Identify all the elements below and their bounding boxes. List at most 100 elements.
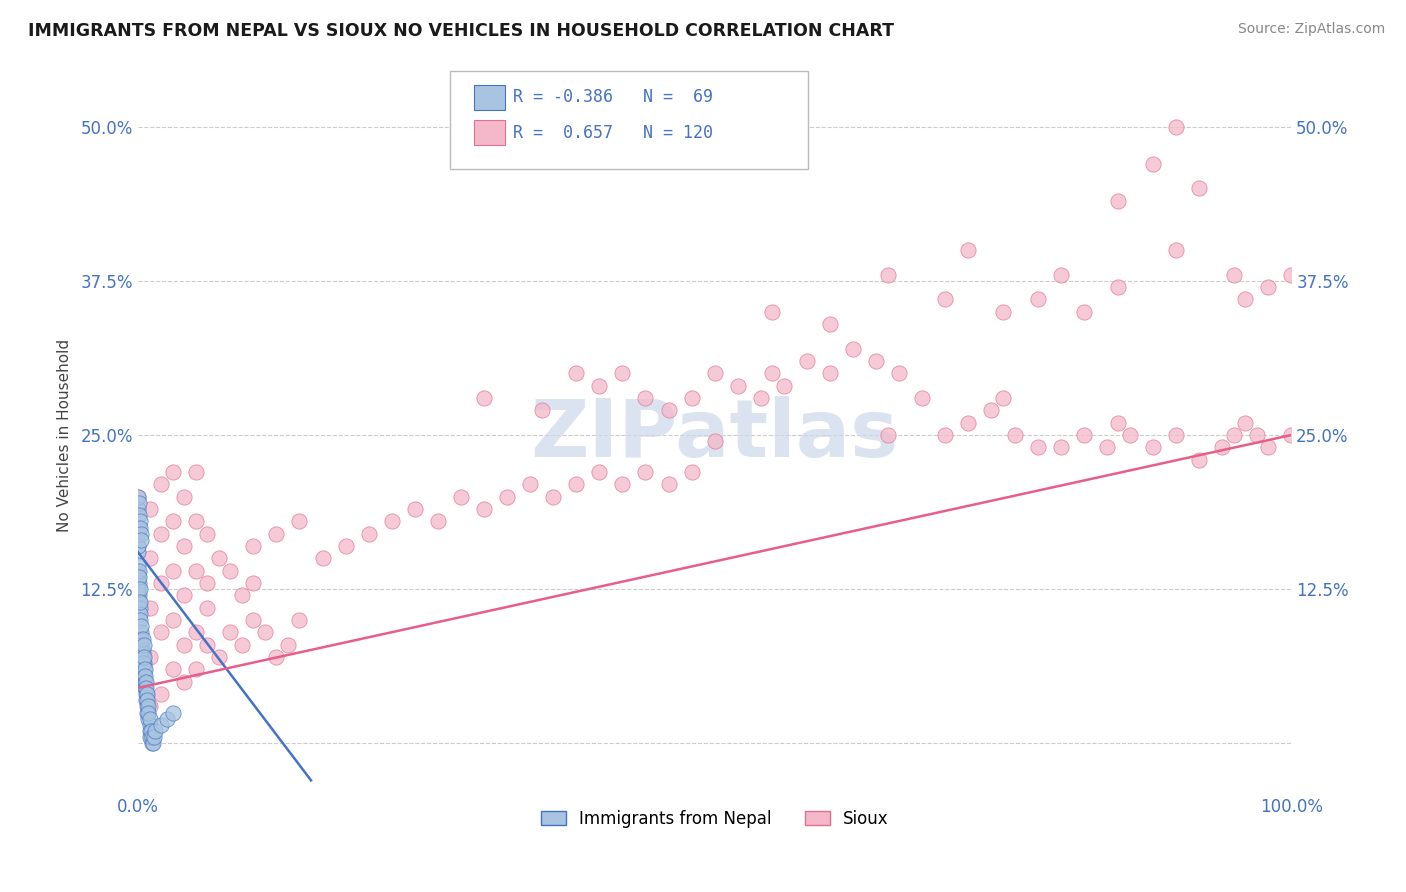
- Point: [681, 391, 703, 405]
- Point: [134, 662, 156, 676]
- Point: [134, 681, 156, 695]
- Point: [1107, 194, 1129, 208]
- Point: [127, 570, 149, 584]
- Point: [277, 638, 299, 652]
- Point: [129, 520, 152, 534]
- Point: [357, 526, 380, 541]
- Point: [288, 514, 311, 528]
- Point: [132, 656, 155, 670]
- Point: [426, 514, 449, 528]
- Point: [195, 526, 218, 541]
- Point: [519, 477, 541, 491]
- Point: [131, 632, 153, 646]
- Point: [127, 558, 149, 572]
- Point: [911, 391, 934, 405]
- Point: [541, 490, 564, 504]
- Point: [703, 367, 725, 381]
- Point: [134, 674, 156, 689]
- Point: [842, 342, 865, 356]
- Point: [127, 490, 149, 504]
- Point: [136, 687, 159, 701]
- Point: [588, 465, 610, 479]
- Point: [1107, 416, 1129, 430]
- Point: [889, 367, 911, 381]
- Point: [657, 403, 679, 417]
- Point: [132, 638, 155, 652]
- Point: [1049, 441, 1071, 455]
- Point: [129, 600, 152, 615]
- Point: [381, 514, 404, 528]
- Point: [128, 570, 150, 584]
- Point: [818, 367, 841, 381]
- Point: [135, 674, 157, 689]
- Point: [131, 644, 153, 658]
- Point: [934, 428, 956, 442]
- Point: [129, 594, 152, 608]
- Point: [1142, 441, 1164, 455]
- Point: [127, 638, 149, 652]
- Point: [1049, 268, 1071, 282]
- Point: [450, 490, 472, 504]
- Point: [565, 367, 588, 381]
- Point: [991, 304, 1014, 318]
- Point: [749, 391, 772, 405]
- Point: [195, 576, 218, 591]
- Point: [131, 656, 153, 670]
- Point: [773, 378, 796, 392]
- Point: [127, 539, 149, 553]
- Point: [219, 625, 242, 640]
- Point: [173, 539, 195, 553]
- Point: [127, 539, 149, 553]
- Point: [128, 588, 150, 602]
- Point: [565, 477, 588, 491]
- Point: [128, 594, 150, 608]
- Text: R =  0.657   N = 120: R = 0.657 N = 120: [513, 124, 713, 142]
- Point: [131, 619, 153, 633]
- Point: [1188, 452, 1211, 467]
- Point: [1119, 428, 1142, 442]
- Point: [138, 718, 160, 732]
- Point: [129, 607, 152, 621]
- Point: [131, 625, 153, 640]
- Point: [657, 477, 679, 491]
- Point: [1073, 428, 1095, 442]
- Point: [991, 391, 1014, 405]
- Point: [1164, 428, 1187, 442]
- Point: [173, 638, 195, 652]
- Point: [128, 576, 150, 591]
- Point: [1257, 441, 1279, 455]
- Point: [162, 613, 184, 627]
- Point: [195, 638, 218, 652]
- Point: [135, 681, 157, 695]
- Point: [162, 564, 184, 578]
- Point: [219, 564, 242, 578]
- Point: [727, 378, 749, 392]
- Point: [703, 434, 725, 449]
- Text: ZIPatlas: ZIPatlas: [530, 396, 898, 474]
- Point: [150, 687, 173, 701]
- Point: [335, 539, 357, 553]
- Point: [311, 551, 333, 566]
- Point: [634, 391, 657, 405]
- Point: [612, 367, 634, 381]
- Point: [138, 551, 160, 566]
- Point: [129, 582, 152, 597]
- Point: [253, 625, 276, 640]
- Point: [472, 391, 495, 405]
- Point: [876, 268, 898, 282]
- Point: [1222, 268, 1244, 282]
- Point: [184, 465, 207, 479]
- Point: [162, 514, 184, 528]
- Point: [131, 644, 153, 658]
- Point: [173, 674, 195, 689]
- Point: [1095, 441, 1118, 455]
- Point: [131, 632, 153, 646]
- Point: [132, 650, 155, 665]
- Point: [404, 502, 426, 516]
- Point: [138, 712, 160, 726]
- Point: [1257, 280, 1279, 294]
- Point: [129, 514, 152, 528]
- Point: [136, 693, 159, 707]
- Point: [242, 539, 264, 553]
- Point: [131, 638, 153, 652]
